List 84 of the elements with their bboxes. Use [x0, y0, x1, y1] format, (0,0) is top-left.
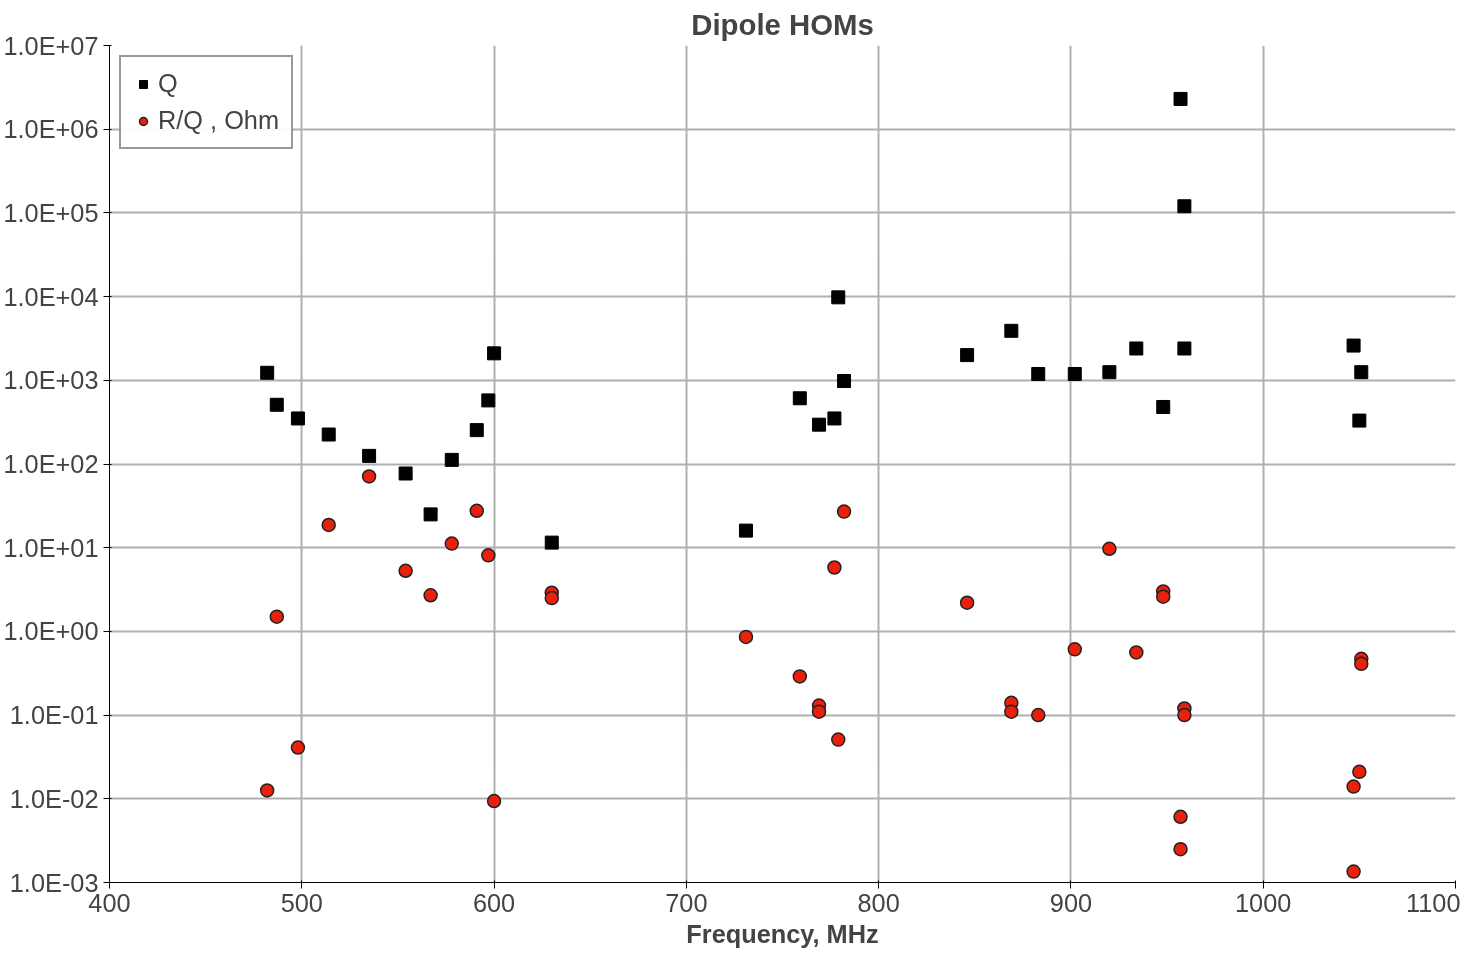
point — [1067, 366, 1082, 381]
point — [1346, 864, 1361, 879]
point — [469, 423, 484, 438]
y-tick-label: 1.0E-02 — [9, 784, 99, 813]
point — [1346, 779, 1361, 794]
point — [544, 590, 560, 606]
x-tick-label: 700 — [665, 888, 708, 917]
point — [444, 536, 460, 551]
point — [827, 560, 842, 575]
point — [1173, 841, 1188, 857]
point — [1173, 809, 1188, 825]
legend-label: R/Q , Ohm — [158, 106, 280, 135]
point — [362, 448, 377, 463]
point — [1177, 707, 1192, 723]
point — [290, 740, 306, 755]
point — [836, 504, 852, 519]
x-tick-label: 1100 — [1406, 888, 1461, 917]
point — [1102, 365, 1117, 380]
y-tick-label: 1.0E+00 — [3, 617, 99, 646]
chart-title: Dipole HOMs — [691, 7, 874, 41]
point — [827, 411, 842, 426]
y-tick-label: 1.0E+01 — [3, 533, 99, 562]
point — [1004, 323, 1019, 338]
point — [738, 629, 754, 645]
y-tick-label: 1.0E+05 — [3, 198, 99, 227]
y-tick-label: 1.0E+02 — [3, 450, 99, 478]
point — [423, 507, 438, 522]
point — [837, 374, 852, 389]
point — [1352, 764, 1367, 780]
point — [269, 609, 285, 624]
point — [1129, 341, 1144, 356]
point — [812, 417, 827, 432]
legend-label: Q — [158, 69, 178, 98]
point — [269, 397, 284, 412]
point — [259, 783, 275, 798]
point — [1004, 704, 1019, 719]
point — [1173, 91, 1188, 106]
point — [738, 523, 753, 538]
point — [481, 393, 496, 408]
point — [1067, 642, 1083, 657]
point — [398, 563, 413, 579]
y-tick-label: 1.0E+03 — [3, 366, 99, 395]
point — [831, 732, 846, 747]
point — [486, 793, 502, 809]
y-tick-label: 1.0E+06 — [3, 115, 99, 144]
point — [1156, 399, 1171, 414]
x-tick-label: 600 — [472, 888, 516, 917]
x-tick-label: 800 — [857, 888, 900, 917]
point — [469, 503, 485, 519]
point — [290, 411, 305, 426]
point — [792, 669, 808, 684]
point — [1352, 413, 1367, 428]
point — [361, 469, 377, 484]
point — [1354, 656, 1369, 672]
point — [811, 704, 827, 719]
y-tick-label: 1.0E+04 — [3, 282, 99, 311]
point — [444, 452, 459, 467]
point — [398, 466, 413, 481]
point — [1030, 707, 1046, 723]
point — [792, 391, 807, 406]
point — [1177, 341, 1192, 356]
point — [960, 348, 975, 363]
point — [321, 517, 336, 533]
y-tick-label: 1.0E-01 — [9, 701, 99, 730]
point — [481, 548, 496, 563]
point — [1031, 366, 1046, 381]
x-tick-label: 500 — [280, 888, 323, 917]
point — [423, 588, 438, 603]
x-tick-label: 1000 — [1235, 888, 1292, 917]
point — [1155, 589, 1171, 604]
y-tick-label: 1.0E+07 — [3, 31, 99, 60]
point — [1102, 541, 1117, 557]
point — [321, 427, 336, 442]
x-axis-title: Frequency, MHz — [686, 919, 879, 948]
point — [1129, 645, 1144, 660]
point — [260, 365, 275, 380]
point — [1177, 199, 1192, 214]
point — [959, 595, 975, 610]
point — [831, 290, 846, 305]
x-tick-label: 900 — [1049, 888, 1093, 917]
point — [544, 535, 559, 550]
point — [1354, 365, 1369, 380]
point — [487, 346, 502, 361]
point — [1346, 338, 1361, 353]
